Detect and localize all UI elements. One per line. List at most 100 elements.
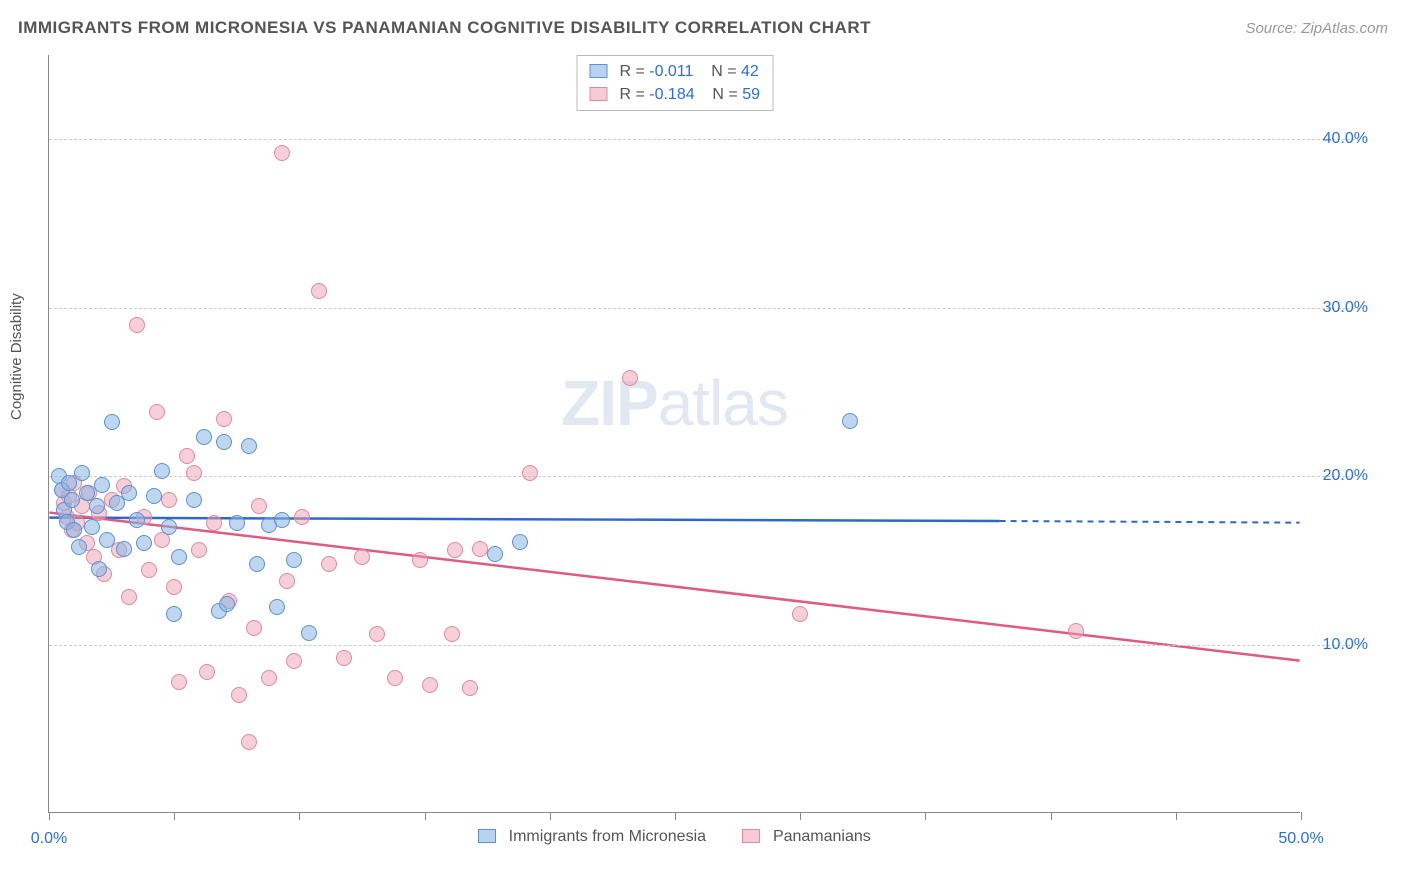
- data-point: [311, 283, 327, 299]
- data-point: [216, 434, 232, 450]
- data-point: [462, 680, 478, 696]
- data-point: [241, 734, 257, 750]
- data-point: [412, 552, 428, 568]
- data-point: [64, 492, 80, 508]
- data-point: [336, 650, 352, 666]
- data-point: [99, 532, 115, 548]
- y-tick-label: 20.0%: [1323, 467, 1368, 485]
- data-point: [116, 541, 132, 557]
- data-point: [121, 485, 137, 501]
- data-point: [196, 429, 212, 445]
- swatch-a-icon: [478, 829, 496, 843]
- x-tick: [1051, 812, 1052, 820]
- data-point: [94, 477, 110, 493]
- data-point: [71, 539, 87, 555]
- data-point: [286, 653, 302, 669]
- data-point: [294, 509, 310, 525]
- x-tick: [1301, 812, 1302, 820]
- x-tick: [550, 812, 551, 820]
- gridline: [49, 308, 1360, 309]
- stats-row-a: R = -0.011 N = 42: [589, 60, 760, 83]
- data-point: [199, 664, 215, 680]
- data-point: [251, 498, 267, 514]
- data-point: [274, 512, 290, 528]
- data-point: [512, 534, 528, 550]
- data-point: [422, 677, 438, 693]
- data-point: [141, 562, 157, 578]
- data-point: [136, 535, 152, 551]
- data-point: [129, 317, 145, 333]
- data-point: [129, 512, 145, 528]
- data-point: [286, 552, 302, 568]
- data-point: [166, 579, 182, 595]
- data-point: [216, 411, 232, 427]
- data-point: [369, 626, 385, 642]
- data-point: [186, 465, 202, 481]
- data-point: [171, 674, 187, 690]
- swatch-a-icon: [589, 64, 607, 78]
- data-point: [354, 549, 370, 565]
- y-axis-label: Cognitive Disability: [8, 293, 25, 420]
- data-point: [387, 670, 403, 686]
- x-tick: [425, 812, 426, 820]
- legend-item-b: Panamanians: [742, 828, 870, 846]
- stats-row-b: R = -0.184 N = 59: [589, 83, 760, 106]
- data-point: [186, 492, 202, 508]
- data-point: [279, 573, 295, 589]
- data-point: [301, 625, 317, 641]
- data-point: [246, 620, 262, 636]
- stats-legend: R = -0.011 N = 42 R = -0.184 N = 59: [576, 55, 773, 111]
- data-point: [487, 546, 503, 562]
- data-point: [444, 626, 460, 642]
- data-point: [149, 404, 165, 420]
- data-point: [219, 596, 235, 612]
- source-label: Source: ZipAtlas.com: [1245, 20, 1388, 37]
- data-point: [191, 542, 207, 558]
- data-point: [1068, 623, 1084, 639]
- x-tick: [299, 812, 300, 820]
- data-point: [161, 492, 177, 508]
- data-point: [206, 515, 222, 531]
- data-point: [179, 448, 195, 464]
- swatch-b-icon: [742, 829, 760, 843]
- series-legend: Immigrants from Micronesia Panamanians: [49, 828, 1300, 846]
- y-tick-label: 10.0%: [1323, 636, 1368, 654]
- x-tick: [925, 812, 926, 820]
- data-point: [84, 519, 100, 535]
- scatter-plot: ZIPatlas R = -0.011 N = 42 R = -0.184 N …: [48, 55, 1300, 813]
- gridline: [49, 476, 1360, 477]
- gridline: [49, 139, 1360, 140]
- data-point: [89, 498, 105, 514]
- x-tick: [800, 812, 801, 820]
- data-point: [166, 606, 182, 622]
- data-point: [171, 549, 187, 565]
- data-point: [146, 488, 162, 504]
- data-point: [842, 413, 858, 429]
- data-point: [249, 556, 265, 572]
- x-tick: [49, 812, 50, 820]
- y-tick-label: 30.0%: [1323, 299, 1368, 317]
- data-point: [447, 542, 463, 558]
- y-tick-label: 40.0%: [1323, 130, 1368, 148]
- swatch-b-icon: [589, 87, 607, 101]
- data-point: [274, 145, 290, 161]
- data-point: [241, 438, 257, 454]
- legend-item-a: Immigrants from Micronesia: [478, 828, 706, 846]
- data-point: [792, 606, 808, 622]
- x-tick-label: 0.0%: [31, 830, 67, 848]
- data-point: [321, 556, 337, 572]
- data-point: [261, 670, 277, 686]
- data-point: [121, 589, 137, 605]
- data-point: [472, 541, 488, 557]
- x-tick: [1176, 812, 1177, 820]
- chart-title: IMMIGRANTS FROM MICRONESIA VS PANAMANIAN…: [18, 18, 871, 38]
- data-point: [161, 519, 177, 535]
- data-point: [622, 370, 638, 386]
- data-point: [231, 687, 247, 703]
- gridline: [49, 645, 1360, 646]
- data-point: [104, 414, 120, 430]
- data-point: [229, 515, 245, 531]
- data-point: [522, 465, 538, 481]
- data-point: [154, 463, 170, 479]
- x-tick-label: 50.0%: [1278, 830, 1323, 848]
